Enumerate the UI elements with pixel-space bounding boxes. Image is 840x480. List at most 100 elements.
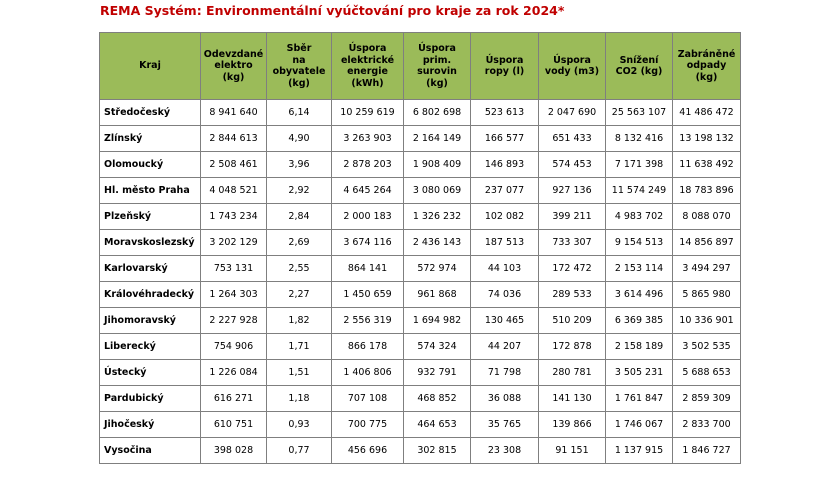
table-cell: 651 433	[538, 125, 606, 152]
table-cell: 36 088	[470, 385, 539, 412]
table-cell: 2 164 149	[403, 125, 471, 152]
region-name: Ústecký	[99, 359, 201, 386]
table-cell: 6,14	[266, 99, 332, 126]
column-header: Snížení CO2 (kg)	[605, 32, 673, 100]
table-cell: 8 088 070	[672, 203, 741, 230]
table-cell: 91 151	[538, 437, 606, 464]
table-row: Vysočina 398 028 0,77 456 696 302 815 23 308 9…	[99, 437, 741, 464]
table-cell: 2 878 203	[331, 151, 404, 178]
table-cell: 8 132 416	[605, 125, 673, 152]
table-cell: 13 198 132	[672, 125, 741, 152]
table-cell: 2 227 928	[200, 307, 267, 334]
table-cell: 8 941 640	[200, 99, 267, 126]
table-cell: 1 846 727	[672, 437, 741, 464]
table-row: Jihomoravský 2 227 928 1,82 2 556 319 1 694 …	[99, 307, 741, 334]
table-cell: 610 751	[200, 411, 267, 438]
table-cell: 1 326 232	[403, 203, 471, 230]
table-row: Ústecký 1 226 084 1,51 1 406 806 932 791 71 7…	[99, 359, 741, 386]
column-header-line: ropy (l)	[484, 66, 525, 77]
table-cell: 2 833 700	[672, 411, 741, 438]
column-header-line: odpady	[686, 60, 727, 72]
table-row: Královéhradecký 1 264 303 2,27 1 450 659 961…	[99, 281, 741, 308]
table-cell: 166 577	[470, 125, 539, 152]
table-row: Pardubický 616 271 1,18 707 108 468 852 36 08…	[99, 385, 741, 412]
region-name: Jihočeský	[99, 411, 201, 438]
table-cell: 302 815	[403, 437, 471, 464]
table-cell: 9 154 513	[605, 229, 673, 256]
table-cell: 25 563 107	[605, 99, 673, 126]
table-cell: 2 436 143	[403, 229, 471, 256]
table-cell: 468 852	[403, 385, 471, 412]
table-cell: 1 264 303	[200, 281, 267, 308]
column-header-line: CO2 (kg)	[615, 66, 663, 77]
region-name: Liberecký	[99, 333, 201, 360]
column-header-line: energie	[347, 66, 388, 77]
table-cell: 753 131	[200, 255, 267, 282]
table-cell: 2 859 309	[672, 385, 741, 412]
column-header: Úspora vody (m3)	[538, 32, 606, 100]
table-cell: 4 983 702	[605, 203, 673, 230]
region-name: Vysočina	[99, 437, 201, 464]
table-cell: 172 472	[538, 255, 606, 282]
table-cell: 574 324	[403, 333, 471, 360]
table-cell: 11 638 492	[672, 151, 741, 178]
table-cell: 2,27	[266, 281, 332, 308]
table-cell: 932 791	[403, 359, 471, 386]
table-cell: 5 688 653	[672, 359, 741, 386]
table-row: Plzeňský 1 743 234 2,84 2 000 183 1 326 232 1…	[99, 203, 741, 230]
region-name: Zlínský	[99, 125, 201, 152]
table-cell: 3 202 129	[200, 229, 267, 256]
table-cell: 616 271	[200, 385, 267, 412]
table-cell: 1 743 234	[200, 203, 267, 230]
column-header-line: (kg)	[288, 77, 310, 89]
column-header-line: Úspora	[485, 54, 524, 66]
table-cell: 1,18	[266, 385, 332, 412]
table-row: Moravskoslezský 3 202 129 2,69 3 674 116 2 4…	[99, 229, 741, 256]
table-cell: 3 674 116	[331, 229, 404, 256]
page-title: REMA Systém: Environmentální vyúčtování …	[100, 3, 565, 18]
table-cell: 1 761 847	[605, 385, 673, 412]
region-name: Jihomoravský	[99, 307, 201, 334]
column-header: Sběr na obyvatele (kg)	[266, 32, 332, 100]
table-cell: 3 080 069	[403, 177, 471, 204]
table-cell: 399 211	[538, 203, 606, 230]
table-cell: 3 502 535	[672, 333, 741, 360]
column-header: Odevzdané elektro (kg)	[200, 32, 267, 100]
column-header: Úspora ropy (l)	[470, 32, 539, 100]
table-cell: 3 614 496	[605, 281, 673, 308]
table-cell: 3,96	[266, 151, 332, 178]
region-name: Středočeský	[99, 99, 201, 126]
table-cell: 1 694 982	[403, 307, 471, 334]
table-cell: 961 868	[403, 281, 471, 308]
table-cell: 35 765	[470, 411, 539, 438]
table-cell: 574 453	[538, 151, 606, 178]
table-cell: 44 103	[470, 255, 539, 282]
table-cell: 187 513	[470, 229, 539, 256]
column-header-line: Úspora	[553, 54, 591, 66]
table-cell: 1 450 659	[331, 281, 404, 308]
region-name: Moravskoslezský	[99, 229, 201, 256]
table-cell: 1,51	[266, 359, 332, 386]
column-header: Úspora elektrické energie (kWh)	[331, 32, 404, 100]
region-name: Pardubický	[99, 385, 201, 412]
table-cell: 0,93	[266, 411, 332, 438]
column-header-line: (kg)	[695, 71, 718, 83]
table-cell: 866 178	[331, 333, 404, 360]
table-cell: 74 036	[470, 281, 539, 308]
table-cell: 2,84	[266, 203, 332, 230]
column-header-line: surovin	[417, 66, 457, 77]
column-header-line: Kraj	[139, 60, 161, 72]
table-row: Jihočeský 610 751 0,93 700 775 464 653 35 765…	[99, 411, 741, 438]
table-row: Olomoucký 2 508 461 3,96 2 878 203 1 908 409…	[99, 151, 741, 178]
column-header-line: Sběr	[286, 43, 312, 54]
table-cell: 6 369 385	[605, 307, 673, 334]
column-header-line: Úspora	[418, 43, 456, 54]
column-header: Úspora prim. surovin (kg)	[403, 32, 471, 100]
table-cell: 523 613	[470, 99, 539, 126]
table-cell: 733 307	[538, 229, 606, 256]
table-cell: 4 048 521	[200, 177, 267, 204]
table-cell: 172 878	[538, 333, 606, 360]
column-header-line: obyvatele	[272, 66, 326, 77]
column-header-line: vody (m3)	[544, 66, 600, 77]
column-header-line: na	[292, 54, 306, 66]
